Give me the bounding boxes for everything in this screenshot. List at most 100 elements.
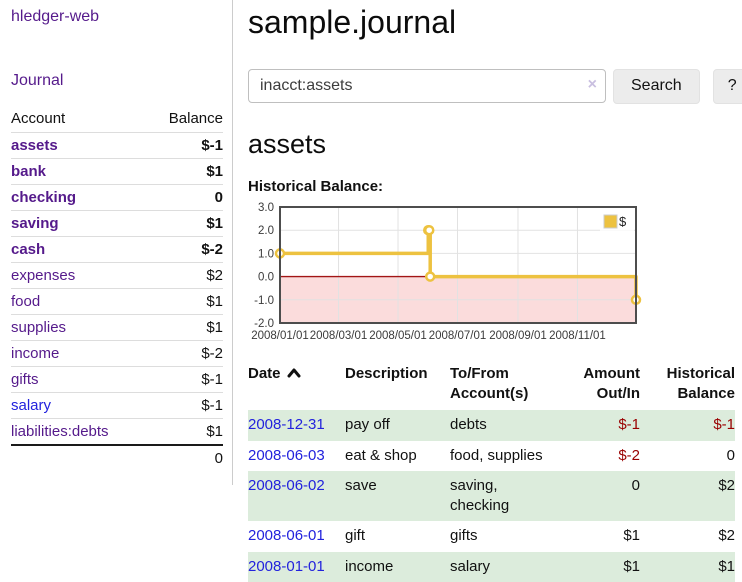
account-link-gifts[interactable]: gifts: [11, 371, 39, 388]
register-header-row: Date Description To/From Account(s) Amou…: [248, 362, 735, 411]
plot-border: [279, 205, 637, 324]
account-link-food[interactable]: food: [11, 293, 41, 310]
transaction-description: eat & shop: [345, 446, 417, 464]
account-row-expenses: expenses $2: [11, 262, 223, 289]
transaction-balance: 0: [726, 446, 735, 464]
transaction-amount: $1: [623, 557, 640, 575]
account-row-assets: assets $-1: [11, 132, 223, 159]
transaction-amount: $1: [623, 527, 640, 545]
account-balance: $-1: [147, 132, 223, 159]
transaction-date-link[interactable]: 2008-06-02: [248, 476, 325, 494]
transaction-date-link[interactable]: 2008-06-03: [248, 446, 325, 464]
help-button[interactable]: ?: [712, 68, 742, 104]
account-row-gifts: gifts $-1: [11, 366, 223, 393]
x-tick-label: 2008/11/01: [549, 330, 606, 342]
sidebar-item-journal[interactable]: Journal: [11, 72, 64, 89]
register-row: 2008-06-02 save saving, checking 0 $2: [248, 470, 735, 522]
y-tick-label: 1.0: [258, 248, 274, 260]
y-tick-label: -1.0: [254, 295, 274, 307]
transaction-accounts: gifts: [450, 527, 478, 545]
register-col-date-label: Date: [248, 364, 281, 382]
page-title: sample.journal: [248, 4, 457, 40]
search-box: ×: [248, 69, 606, 104]
y-tick-label: 3.0: [258, 202, 274, 214]
accounts-total-balance: 0: [147, 444, 223, 471]
account-heading: assets: [248, 128, 327, 159]
search-form: × Search ?: [248, 68, 742, 104]
account-link-liabilities-debts[interactable]: liabilities:debts: [11, 423, 109, 440]
account-row-cash: cash $-2: [11, 236, 223, 263]
account-row-food: food $1: [11, 288, 223, 315]
y-tick-label: -2.0: [254, 318, 274, 330]
x-tick-label: 2008/01/01: [251, 330, 309, 342]
accounts-header-row: Account Balance: [11, 106, 223, 133]
transaction-balance: $1: [718, 557, 735, 575]
account-link-cash[interactable]: cash: [11, 241, 46, 258]
register-table: Date Description To/From Account(s) Amou…: [248, 362, 735, 582]
account-link-expenses[interactable]: expenses: [11, 267, 76, 284]
y-tick-label: 2.0: [258, 225, 274, 237]
transaction-balance: $-1: [713, 416, 735, 434]
search-button[interactable]: Search: [613, 68, 700, 104]
sidebar: hledger-web Journal Account Balance asse…: [0, 0, 233, 485]
register-col-accounts: To/From Account(s): [450, 364, 529, 403]
transaction-accounts: food, supplies: [450, 446, 543, 464]
accounts-total-row: 0: [11, 444, 223, 471]
account-balance: $-1: [147, 366, 223, 393]
transaction-date-link[interactable]: 2008-12-31: [248, 416, 325, 434]
transaction-date-link[interactable]: 2008-01-01: [248, 557, 325, 575]
register-row: 2008-06-03 eat & shop food, supplies $-2…: [248, 441, 735, 471]
historical-balance-chart: $3.0 2.0 1.0 0.0 -1.0 -2.0 2008/01/01 2008/03/0…: [248, 201, 742, 349]
x-tick-label: 2008/09/01: [489, 330, 547, 342]
register-col-date[interactable]: Date: [248, 362, 345, 411]
x-tick-label: 2008/05/01: [369, 330, 427, 342]
transaction-description: pay off: [345, 416, 390, 434]
transaction-amount: $-1: [618, 416, 640, 434]
accounts-col-account: Account: [11, 110, 66, 127]
transaction-amount: $-2: [618, 446, 640, 464]
transaction-balance: $2: [718, 476, 735, 494]
accounts-table: Account Balance assets $-1 bank $1 check…: [11, 106, 223, 471]
account-balance: $2: [147, 262, 223, 289]
transaction-description: save: [345, 476, 377, 494]
legend-swatch: [603, 214, 618, 229]
accounts-col-balance: Balance: [168, 110, 223, 127]
brand-link[interactable]: hledger-web: [11, 8, 100, 25]
transaction-date-link[interactable]: 2008-06-01: [248, 527, 325, 545]
account-row-supplies: supplies $1: [11, 314, 223, 341]
register-col-description: Description: [345, 364, 428, 382]
transaction-description: income: [345, 557, 394, 575]
account-balance: $1: [147, 418, 223, 445]
clear-search-icon[interactable]: ×: [587, 76, 597, 94]
account-balance: $1: [147, 210, 223, 237]
account-row-salary: salary $-1: [11, 392, 223, 419]
account-row-liabilities-debts: liabilities:debts $1: [11, 418, 223, 445]
account-balance: $-2: [147, 340, 223, 367]
account-link-bank[interactable]: bank: [11, 163, 47, 180]
x-tick-label: 2008/07/01: [429, 330, 487, 342]
account-balance: $1: [147, 158, 223, 185]
account-link-assets[interactable]: assets: [11, 137, 58, 154]
account-row-checking: checking 0: [11, 184, 223, 211]
account-balance: 0: [147, 184, 223, 211]
register-row: 2008-12-31 pay off debts $-1 $-1: [248, 410, 735, 441]
main-panel: sample.journal × Search ? assets Histori…: [233, 0, 742, 582]
account-link-checking[interactable]: checking: [11, 189, 77, 206]
account-link-saving[interactable]: saving: [11, 215, 59, 232]
sort-ascending-icon: [287, 364, 301, 384]
search-input[interactable]: [248, 69, 606, 104]
register-col-amount: Amount Out/In: [583, 364, 640, 403]
register-row: 2008-06-01 gift gifts $1 $2: [248, 521, 735, 551]
account-balance: $-2: [147, 236, 223, 263]
y-tick-label: 0.0: [258, 271, 274, 283]
register-row: 2008-01-01 income salary $1 $1: [248, 551, 735, 582]
transaction-accounts: saving, checking: [450, 476, 510, 515]
account-link-salary[interactable]: salary: [11, 397, 52, 414]
account-balance: $-1: [147, 392, 223, 419]
data-point: [423, 224, 435, 236]
account-link-income[interactable]: income: [11, 345, 60, 362]
transaction-balance: $2: [718, 527, 735, 545]
account-link-supplies[interactable]: supplies: [11, 319, 67, 336]
